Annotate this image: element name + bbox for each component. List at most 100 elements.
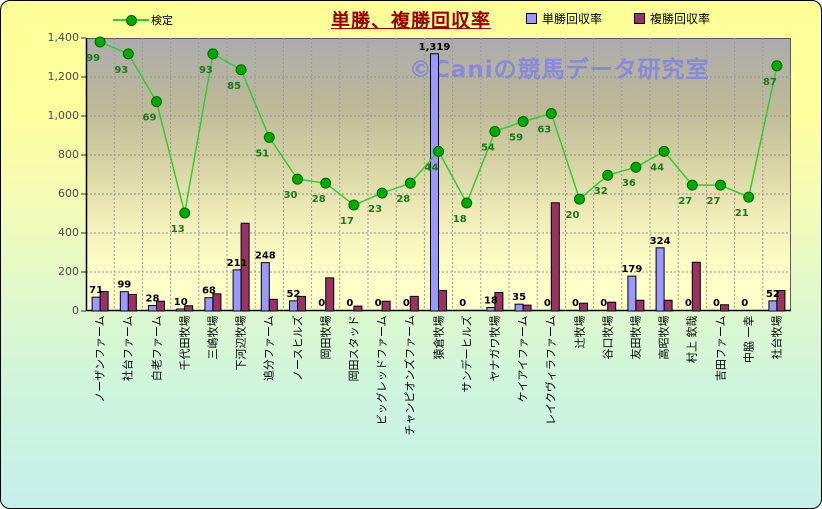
bar-tansho <box>176 308 186 312</box>
kentei-value-label: 27 <box>707 196 721 207</box>
bar-fukusho <box>156 300 165 312</box>
y-axis-label: 1,400 <box>47 31 80 44</box>
kentei-marker <box>94 36 106 48</box>
x-axis-label: 千代田牧場 <box>178 315 192 371</box>
x-axis-label: 白老ファーム <box>150 315 163 382</box>
bar-value-label: 1,319 <box>419 42 451 53</box>
kentei-marker <box>320 177 332 189</box>
bar-value-label: 0 <box>600 298 607 309</box>
bar-fukusho <box>691 261 701 312</box>
kentei-value-label: 27 <box>678 196 692 207</box>
bar-tansho <box>232 269 242 312</box>
kentei-value-label: 99 <box>86 53 100 64</box>
bar-fukusho <box>409 295 419 312</box>
kentei-value-label: 13 <box>171 224 185 235</box>
kentei-value-label: 21 <box>735 208 749 219</box>
x-axis-label: 辻牧場 <box>573 315 586 349</box>
bar-value-label: 0 <box>572 298 579 309</box>
bar-fukusho <box>663 299 673 312</box>
kentei-marker <box>517 115 529 127</box>
kentei-value-label: 54 <box>481 142 495 153</box>
kentei-marker <box>630 161 642 173</box>
bar-tansho <box>768 300 778 312</box>
kentei-marker <box>743 191 755 203</box>
bar-tansho <box>204 297 214 312</box>
kentei-value-label: 30 <box>284 190 298 201</box>
kentei-value-label: 28 <box>396 194 410 205</box>
bar-value-label: 0 <box>544 298 551 309</box>
x-axis-label: ビッグレッドファーム <box>375 315 389 426</box>
kentei-marker <box>433 145 444 157</box>
bar-tansho <box>514 303 524 312</box>
legend-fukusho-label: 複勝回収率 <box>650 12 711 26</box>
legend-bars: 単勝回収率 複勝回収率 <box>526 10 710 27</box>
kentei-value-label: 51 <box>255 148 269 159</box>
kentei-marker <box>404 177 416 189</box>
bar-value-label: 0 <box>459 298 466 309</box>
bar-fukusho <box>184 305 194 312</box>
x-axis-label: 吉田ファーム <box>714 315 727 382</box>
kentei-value-label: 32 <box>594 186 608 197</box>
y-axis-label: 0 <box>72 304 79 317</box>
kentei-marker <box>235 64 247 76</box>
x-axis-label: 岡田牧場 <box>319 315 333 360</box>
x-axis-label: 岡田スタッド <box>347 315 361 382</box>
y-axis-label: 1,200 <box>47 70 80 83</box>
kentei-marker <box>715 179 726 191</box>
bar-tansho <box>486 306 496 312</box>
bar-fukusho <box>494 291 504 312</box>
bar-fukusho <box>325 277 335 312</box>
x-axis-label: 追分ファーム <box>262 315 276 382</box>
bar-value-label: 35 <box>512 292 526 303</box>
kentei-value-label: 69 <box>143 113 157 124</box>
bar-value-label: 18 <box>484 295 498 306</box>
kentei-value-label: 36 <box>622 178 636 189</box>
x-axis-label: 社台牧場 <box>770 315 784 360</box>
kentei-value-label: 87 <box>763 77 777 88</box>
bar-fukusho <box>607 301 617 312</box>
bar-value-label: 68 <box>202 286 216 297</box>
x-axis-label: チャンピオンズファーム <box>403 315 417 436</box>
kentei-value-label: 17 <box>340 216 354 227</box>
kentei-marker <box>376 187 388 199</box>
bar-value-label: 0 <box>375 298 382 309</box>
kentei-value-label: 23 <box>368 204 382 215</box>
x-axis-label: 友田牧場 <box>629 315 643 360</box>
x-axis-label: ノースヒルズ <box>291 315 304 381</box>
bar-tansho <box>289 300 298 312</box>
legend-tansho: 単勝回収率 <box>526 10 602 27</box>
watermark: ©Caniの競馬データ研究室 <box>409 57 710 83</box>
kentei-marker <box>545 108 557 120</box>
bar-tansho <box>260 262 270 312</box>
kentei-marker <box>263 131 275 143</box>
bar-value-label: 10 <box>174 297 188 308</box>
bar-value-label: 52 <box>766 289 780 300</box>
legend-kentei: 検定 <box>113 12 173 28</box>
kentei-value-label: 20 <box>566 210 580 221</box>
y-axis-label: 800 <box>58 148 79 161</box>
y-axis-label: 600 <box>58 187 79 200</box>
bar-tansho <box>655 247 665 312</box>
bar-value-label: 0 <box>318 298 325 309</box>
bar-value-label: 52 <box>287 289 301 300</box>
x-axis-label: ケイアイファーム <box>516 315 530 403</box>
x-axis-label: 高昭牧場 <box>657 315 671 360</box>
bar-value-label: 71 <box>89 285 103 296</box>
kentei-value-label: 93 <box>114 65 128 76</box>
legend-kentei-label: 検定 <box>151 14 173 27</box>
kentei-marker <box>658 145 670 157</box>
x-axis-label: レイクヴィラファーム <box>544 315 558 425</box>
bar-tansho <box>119 291 129 312</box>
bar-fukusho <box>550 202 560 312</box>
x-axis-label: 社台ファーム <box>121 315 135 382</box>
bar-value-label: 211 <box>227 258 248 269</box>
bar-value-label: 324 <box>650 236 671 247</box>
tansho-swatch-icon <box>526 13 537 24</box>
bar-fukusho <box>635 299 645 312</box>
kentei-marker <box>489 125 501 137</box>
kentei-marker <box>574 193 585 205</box>
bar-fukusho <box>240 222 250 312</box>
bar-fukusho <box>212 293 222 312</box>
kentei-value-label: 93 <box>199 65 213 76</box>
x-axis-label: ノーザンファーム <box>93 315 107 403</box>
